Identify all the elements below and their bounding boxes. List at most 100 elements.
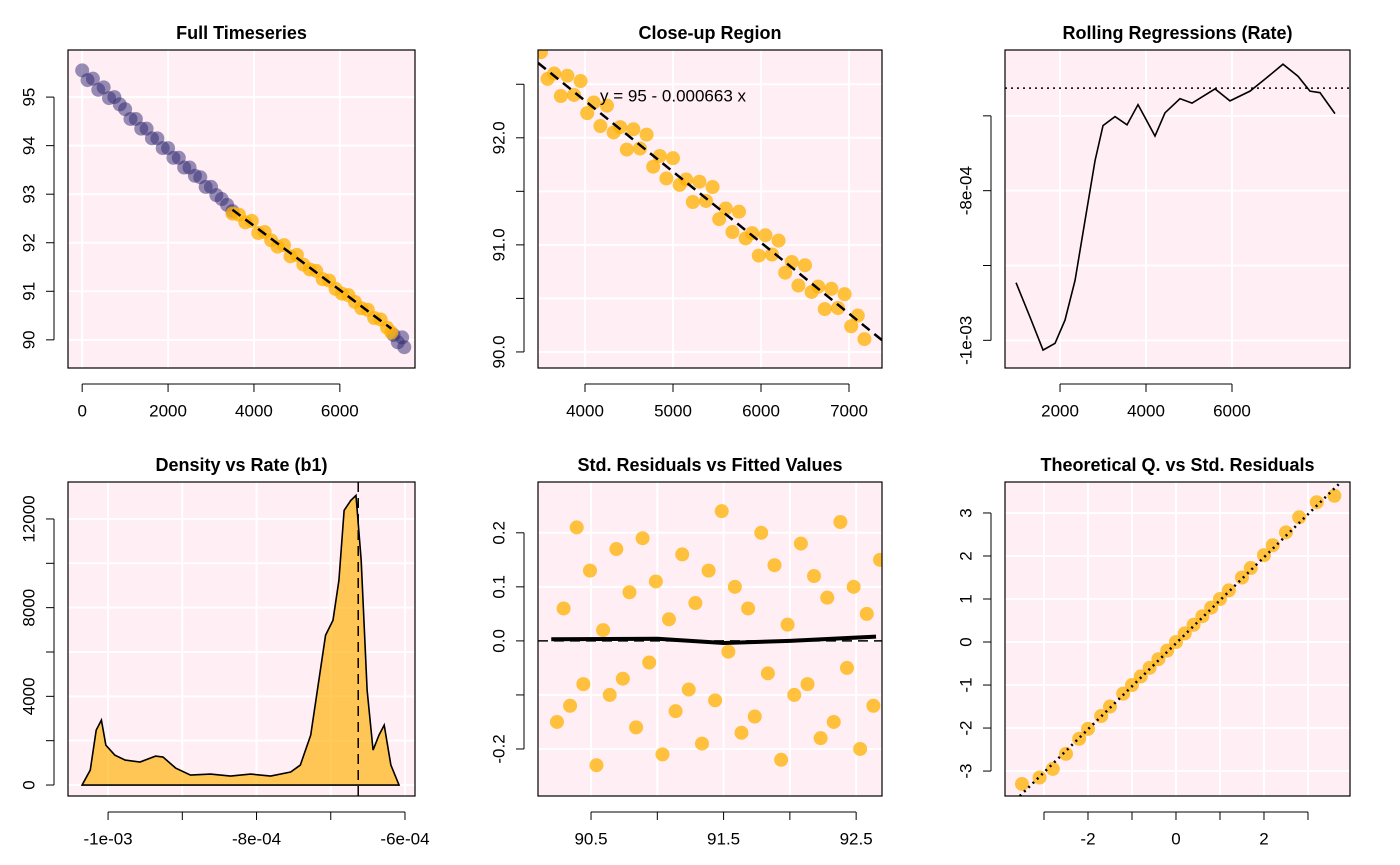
x-tick-label: 7000 <box>830 401 868 420</box>
point <box>800 677 815 692</box>
x-tick-label: 6000 <box>742 401 780 420</box>
point <box>665 151 680 166</box>
point <box>873 552 882 567</box>
point <box>741 601 756 616</box>
point <box>615 671 630 686</box>
x-tick-label: 2000 <box>1041 401 1079 420</box>
point <box>582 563 597 578</box>
x-tick-label: -8e-04 <box>232 829 281 848</box>
y-tick-label: 92.0 <box>489 121 508 154</box>
point <box>580 106 595 121</box>
plot-area <box>538 50 882 347</box>
point <box>538 50 548 60</box>
plot-area <box>80 482 401 796</box>
line <box>1015 63 1336 352</box>
area <box>80 493 401 786</box>
point <box>1327 488 1342 503</box>
point <box>701 563 716 578</box>
panel: Density vs Rate (b1) -1e-03 -8e-04 -6e-04 0 4… <box>19 455 429 849</box>
y-tick-label: -8e-04 <box>956 166 975 215</box>
x-tick-label: -2 <box>1080 829 1095 848</box>
x-tick-label: 4000 <box>1127 401 1165 420</box>
point <box>844 319 859 334</box>
point <box>1204 600 1219 615</box>
point <box>780 617 795 632</box>
x-tick-label: 4000 <box>566 401 604 420</box>
point <box>747 709 762 724</box>
point <box>764 247 779 262</box>
panel: Rolling Regressions (Rate) 2000 4000 6000 -1… <box>956 23 1351 420</box>
x-tick-label: 6000 <box>1213 401 1251 420</box>
point <box>793 536 808 551</box>
x-tick-label: -1e-03 <box>84 829 133 848</box>
plot-border <box>67 481 416 797</box>
y-tick-label: 94 <box>19 136 38 155</box>
chart-title: Density vs Rate (b1) <box>155 455 327 475</box>
point <box>857 332 872 347</box>
point <box>646 159 661 174</box>
y-tick-label: 91 <box>19 282 38 301</box>
y-tick-label: 8000 <box>19 589 38 627</box>
point <box>1014 776 1029 791</box>
point <box>727 579 742 594</box>
point <box>859 606 874 621</box>
point <box>758 228 773 243</box>
y-tick-label: -0.2 <box>489 734 508 763</box>
point <box>685 195 700 210</box>
point <box>811 279 826 294</box>
y-tick-label: 1 <box>956 594 975 603</box>
point <box>642 655 657 670</box>
point <box>1168 635 1183 650</box>
point <box>553 89 568 104</box>
plot-background <box>1005 50 1350 368</box>
point <box>675 547 690 562</box>
point <box>833 514 848 529</box>
chart-title: Full Timeseries <box>176 23 307 43</box>
chart-title: Std. Residuals vs Fitted Values <box>577 455 842 475</box>
point <box>1177 626 1192 641</box>
point <box>1292 510 1307 525</box>
point <box>629 720 644 735</box>
plot-area <box>1005 63 1350 352</box>
panel: Theoretical Q. vs Std. Residuals -2 0 2 -3 -2… <box>956 455 1351 848</box>
point <box>556 601 571 616</box>
y-tick-label: -1 <box>956 677 975 692</box>
x-tick-label: 6000 <box>321 401 359 420</box>
point <box>760 666 775 681</box>
plot-border <box>1004 49 1351 369</box>
line <box>551 634 877 646</box>
y-tick-label: 4000 <box>19 677 38 715</box>
point <box>708 693 723 708</box>
point <box>602 687 617 702</box>
point <box>661 612 676 627</box>
plot-area <box>75 63 412 355</box>
point <box>648 574 663 589</box>
point <box>85 71 100 86</box>
point <box>840 660 855 675</box>
x-tick-label: 90.5 <box>574 829 607 848</box>
plot-border <box>537 49 883 369</box>
point <box>688 596 703 611</box>
y-tick-label: 93 <box>19 185 38 204</box>
point <box>547 66 562 81</box>
x-tick-label: 0 <box>1171 829 1180 848</box>
y-tick-label: 95 <box>19 88 38 107</box>
point <box>718 201 733 216</box>
point <box>589 758 604 773</box>
point <box>659 171 674 186</box>
annotation: y = 95 - 0.000663 x <box>600 86 747 105</box>
chart-title: Rolling Regressions (Rate) <box>1062 23 1292 43</box>
point <box>826 714 841 729</box>
point <box>569 520 584 535</box>
point <box>596 623 611 638</box>
y-tick-label: -2 <box>956 720 975 735</box>
y-tick-label: 0.1 <box>489 575 508 599</box>
point <box>866 698 881 713</box>
point <box>731 204 746 219</box>
point <box>1058 746 1073 761</box>
point <box>613 120 628 135</box>
point <box>599 98 614 113</box>
x-tick-label: 2 <box>1259 829 1268 848</box>
y-tick-label: 3 <box>956 508 975 517</box>
